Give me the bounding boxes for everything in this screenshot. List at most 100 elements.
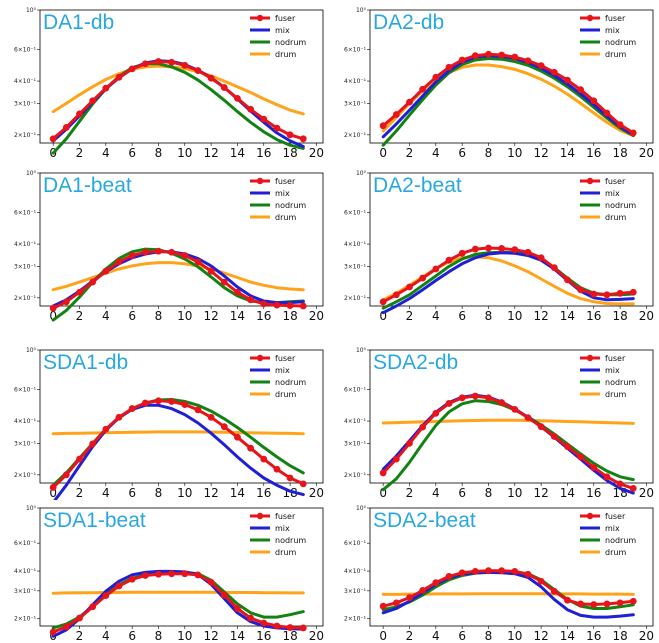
data-point-fuser [616,480,624,488]
data-point-fuser [590,601,598,608]
data-point-fuser [62,471,70,479]
x-tick-label: 2 [76,629,84,643]
data-point-fuser [89,278,97,286]
legend-label-nodrum: nodrum [275,378,306,387]
data-point-fuser [511,567,519,575]
y-tick-label: 2×10⁻¹ [14,472,37,479]
data-point-fuser [498,399,506,406]
data-point-fuser [590,97,598,105]
x-tick-label: 0 [379,486,387,500]
data-point-fuser [260,619,268,627]
x-tick-label: 16 [256,309,271,323]
data-point-fuser [207,413,215,421]
y-tick-label: 6×10⁻¹ [344,47,367,54]
data-point-fuser [49,304,57,312]
data-point-fuser [89,440,97,448]
data-point-fuser [406,283,413,291]
y-tick-label: 2×10⁻¹ [344,132,367,139]
data-point-fuser [550,433,558,440]
x-tick-label: 4 [102,309,110,323]
data-point-fuser [194,406,202,414]
data-point-fuser [577,453,585,461]
series-line-nodrum [381,57,635,147]
x-tick-label: 4 [102,146,110,160]
legend-label-fuser: fuser [605,354,626,363]
x-tick-label: 20 [309,309,324,323]
data-point-fuser [485,244,492,252]
data-point-fuser [62,298,70,306]
y-tick-label: 4×10⁻¹ [344,241,367,248]
data-point-fuser [141,60,149,68]
x-tick-label: 14 [230,309,245,323]
x-tick-label: 12 [203,146,218,160]
data-point-fuser [524,57,532,65]
panel-title: SDA2-beat [373,509,476,532]
data-point-fuser [220,423,228,431]
data-point-fuser [299,302,307,310]
y-tick-label: 6×10⁻¹ [344,540,367,547]
chart-panel-da2-beat: 10⁰ 6×10⁻¹ 4×10⁻¹ 3×10⁻¹ 2×10⁻¹ 0 2 4 6 8 10 12 14 16… [330,163,659,323]
data-point-fuser [603,109,611,117]
data-point-fuser [392,455,400,463]
data-point-fuser [220,591,228,599]
legend-label-mix: mix [605,26,620,35]
x-tick-label: 10 [177,309,192,323]
axes-frame [369,349,654,484]
legend-label-fuser: fuser [605,177,626,186]
x-tick-label: 4 [432,486,440,500]
data-point-fuser [537,62,545,70]
data-point-fuser [141,572,149,579]
x-tick-label: 0 [49,486,57,500]
legend-marker-fuser [256,14,264,22]
data-point-fuser [445,256,453,264]
series-line-drum [51,261,305,292]
y-tick-label: 2×10⁻¹ [344,472,367,479]
data-point-fuser [168,248,176,256]
data-point-fuser [564,76,571,84]
data-point-fuser [49,628,57,636]
data-point-fuser [406,594,413,601]
legend-label-mix: mix [275,524,290,533]
data-point-fuser [577,600,585,608]
x-tick-label: 6 [128,486,136,500]
y-tick-label: 2×10⁻¹ [344,295,367,302]
series-line-nodrum [381,399,635,492]
data-point-fuser [168,570,176,578]
data-point-fuser [419,586,427,594]
data-point-fuser [168,398,176,405]
data-point-fuser [234,433,241,441]
data-point-fuser [550,587,558,595]
series-line-fuser [381,394,635,490]
legend-label-mix: mix [605,366,620,375]
data-point-fuser [260,455,268,463]
legend-marker-fuser [256,177,264,185]
x-tick-label: 8 [485,146,493,160]
x-tick-label: 20 [309,146,324,160]
x-tick-label: 8 [155,629,163,643]
data-point-fuser [577,286,585,294]
data-point-fuser [76,110,83,118]
data-point-fuser [590,464,598,471]
x-tick-label: 8 [485,629,493,643]
data-point-fuser [550,68,558,76]
data-point-fuser [458,249,466,257]
panel-title: DA2-db [373,11,444,34]
legend-label-nodrum: nodrum [605,378,636,387]
data-point-fuser [537,254,545,262]
data-point-fuser [432,73,440,81]
x-tick-label: 8 [485,486,493,500]
legend-label-fuser: fuser [275,177,296,186]
y-tick-label: 10⁰ [26,7,37,14]
data-point-fuser [432,579,440,587]
x-tick-label: 20 [639,486,654,500]
data-point-fuser [286,474,294,482]
data-point-fuser [207,267,215,275]
x-tick-label: 14 [560,486,575,500]
series-line-nodrum [51,570,305,630]
legend-label-mix: mix [605,524,620,533]
y-tick-label: 2×10⁻¹ [14,132,37,139]
y-tick-label: 4×10⁻¹ [14,78,37,85]
